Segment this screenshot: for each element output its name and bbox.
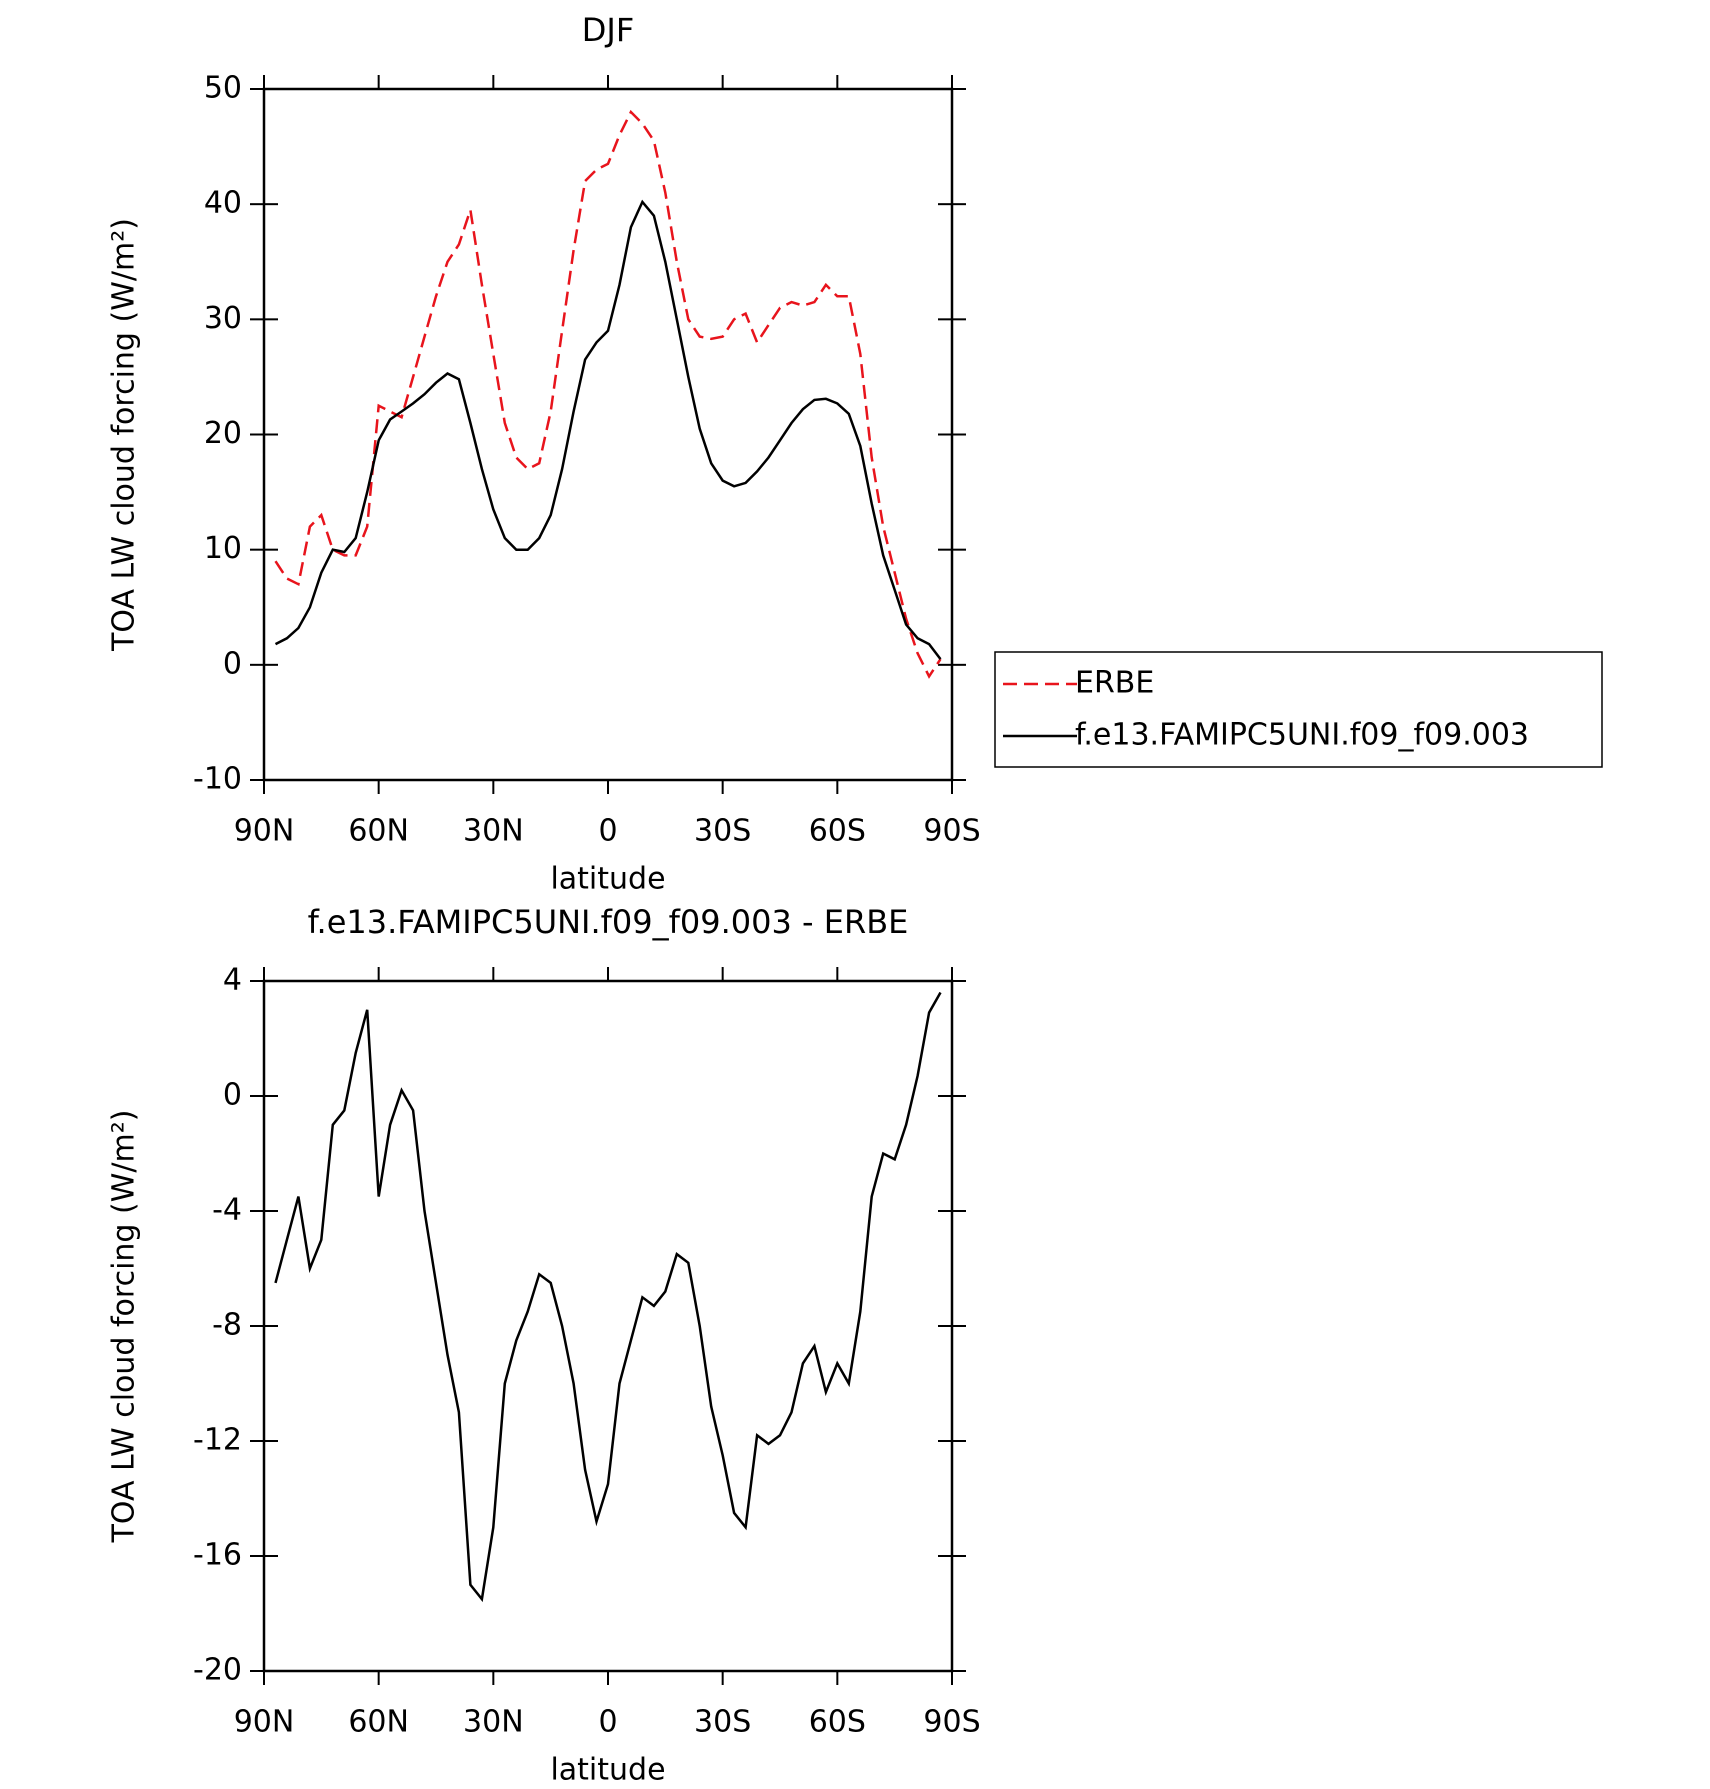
y-tick-label: 0: [223, 1078, 242, 1113]
y-tick-label: -16: [193, 1538, 242, 1573]
x-tick-label: 0: [598, 814, 617, 849]
x-tick-label: 90N: [234, 814, 295, 849]
y-tick-label: 50: [204, 71, 242, 106]
y-tick-label: -8: [212, 1308, 242, 1343]
legend-box: [994, 651, 1603, 768]
x-tick-label: 0: [598, 1705, 617, 1740]
x-tick-label: 90S: [923, 1705, 980, 1740]
y-tick-label: 40: [204, 186, 242, 221]
data-line: [274, 991, 942, 1603]
plot-frame: [262, 87, 954, 782]
x-tick-label: 30N: [463, 1705, 524, 1740]
y-tick-label: -12: [193, 1423, 242, 1458]
y-tick-label: -10: [193, 762, 242, 797]
y-axis-label: TOA LW cloud forcing (W/m²): [107, 1110, 142, 1544]
x-tick-label: 60S: [809, 814, 866, 849]
y-tick-label: 0: [223, 646, 242, 681]
x-tick-label: 90S: [923, 814, 980, 849]
chart-title: f.e13.FAMIPC5UNI.f09_f09.003 - ERBE: [308, 903, 909, 941]
x-tick-label: 30S: [694, 1705, 751, 1740]
legend-label: f.e13.FAMIPC5UNI.f09_f09.003: [1075, 718, 1529, 753]
y-tick-label: 4: [223, 963, 242, 998]
x-tick-label: 60S: [809, 1705, 866, 1740]
x-tick-label: 30N: [463, 814, 524, 849]
x-tick-label: 60N: [348, 1705, 409, 1740]
y-tick-label: 30: [204, 301, 242, 336]
plot-frame: [262, 979, 954, 1673]
x-tick-label: 30S: [694, 814, 751, 849]
legend-label: ERBE: [1075, 666, 1154, 701]
data-line: [274, 199, 942, 660]
y-axis-label: TOA LW cloud forcing (W/m²): [107, 218, 142, 652]
y-tick-label: 10: [204, 531, 242, 566]
x-axis-label: latitude: [550, 1753, 665, 1788]
x-tick-label: 90N: [234, 1705, 295, 1740]
x-axis-label: latitude: [550, 862, 665, 897]
y-tick-label: -4: [212, 1193, 242, 1228]
data-line: [274, 109, 942, 679]
x-tick-label: 60N: [348, 814, 409, 849]
chart-title: DJF: [582, 11, 634, 49]
y-tick-label: 20: [204, 416, 242, 451]
y-tick-label: -20: [193, 1653, 242, 1688]
